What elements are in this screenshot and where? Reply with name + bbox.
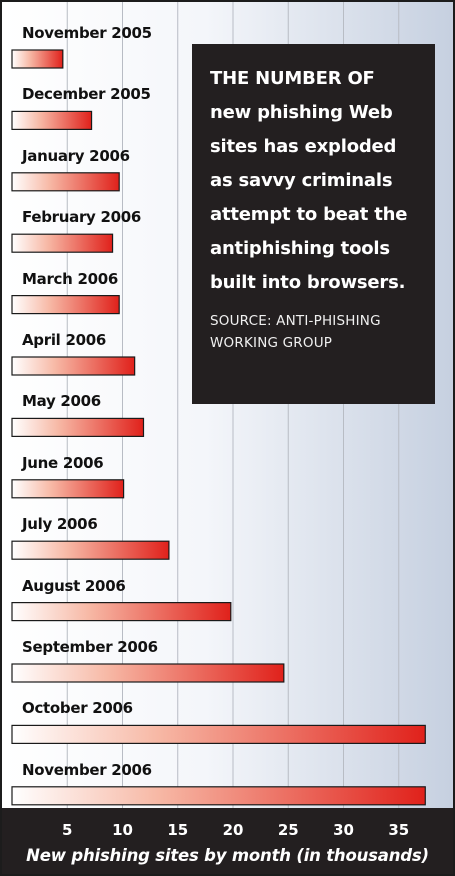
bar <box>11 663 285 683</box>
category-label: November 2005 <box>22 24 152 42</box>
category-label: January 2006 <box>22 146 130 165</box>
x-tick-label: 35 <box>388 821 410 839</box>
x-tick-label: 10 <box>112 821 133 839</box>
x-axis-band: 5 10 15 20 25 30 35 New phishing sites by mont… <box>2 808 453 874</box>
category-label: April 2006 <box>22 331 106 349</box>
bar <box>11 110 93 131</box>
bar <box>11 724 426 745</box>
bar <box>11 295 120 315</box>
x-tick-label: 5 <box>62 821 73 839</box>
bar <box>11 479 125 499</box>
bar <box>11 172 120 192</box>
category-label: August 2006 <box>22 576 126 595</box>
bar <box>11 540 170 560</box>
category-label: December 2005 <box>22 85 151 104</box>
bar <box>11 356 136 376</box>
category-label: June 2006 <box>22 453 104 472</box>
bar <box>11 49 64 69</box>
bar <box>11 601 232 622</box>
x-tick-label: 20 <box>222 821 244 839</box>
x-axis-label: New phishing sites by month (in thousand… <box>26 846 429 865</box>
bar <box>11 417 145 437</box>
category-label: May 2006 <box>22 392 101 411</box>
bar <box>11 786 426 806</box>
bar <box>11 233 114 253</box>
x-tick-label: 15 <box>167 821 189 839</box>
category-label: February 2006 <box>22 208 141 227</box>
callout-source: SOURCE: ANTI-PHISHING WORKING GROUP <box>210 313 381 351</box>
category-label: October 2006 <box>22 699 133 718</box>
callout-box: THE NUMBER OF new phishing Web sites has… <box>192 44 435 404</box>
category-label: March 2006 <box>22 269 118 288</box>
category-label: July 2006 <box>22 515 98 534</box>
category-label: November 2006 <box>22 760 152 779</box>
callout-text: THE NUMBER OF new phishing Web sites has… <box>210 68 408 293</box>
x-tick-label: 30 <box>333 821 354 839</box>
x-tick-label: 25 <box>277 821 299 839</box>
category-label: September 2006 <box>22 638 158 656</box>
bars <box>11 49 426 806</box>
chart-svg <box>11 2 426 808</box>
